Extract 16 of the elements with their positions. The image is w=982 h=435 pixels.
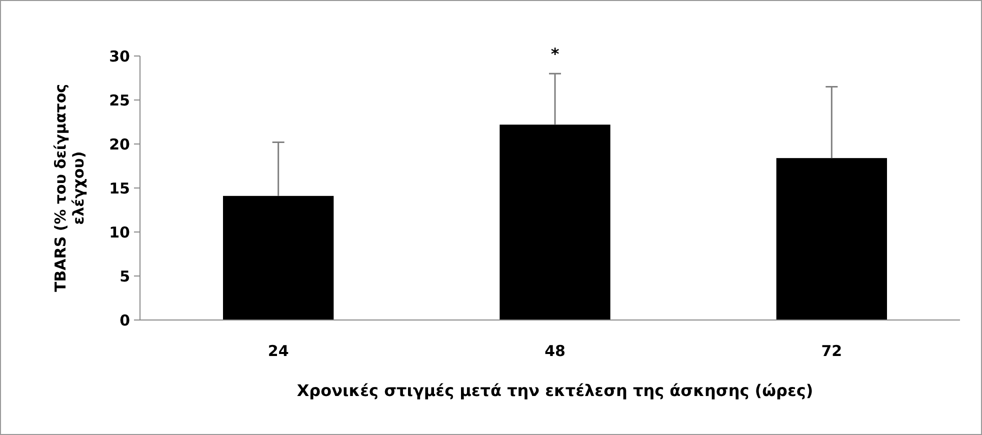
y-tick-label: 0 (120, 311, 130, 330)
x-tick-label: 24 (268, 342, 289, 360)
y-tick-label: 15 (109, 179, 130, 198)
bar (500, 124, 610, 320)
x-tick-label: 72 (821, 342, 842, 360)
annotation: * (550, 44, 560, 64)
bar (776, 158, 887, 320)
y-tick-label: 10 (109, 223, 130, 242)
y-tick-label: 25 (109, 91, 130, 110)
y-tick-label: 5 (120, 267, 130, 286)
bar (223, 196, 334, 320)
y-axis-title: TBARS (% του δείγματος ελέγχου) (52, 84, 88, 292)
y-tick-label: 30 (109, 47, 130, 66)
x-tick-label: 48 (544, 342, 566, 360)
x-axis-title: Χρονικές στιγμές μετά την εκτέλεση της άσκησης (ώρες) (296, 381, 814, 400)
y-tick-label: 20 (109, 135, 130, 154)
